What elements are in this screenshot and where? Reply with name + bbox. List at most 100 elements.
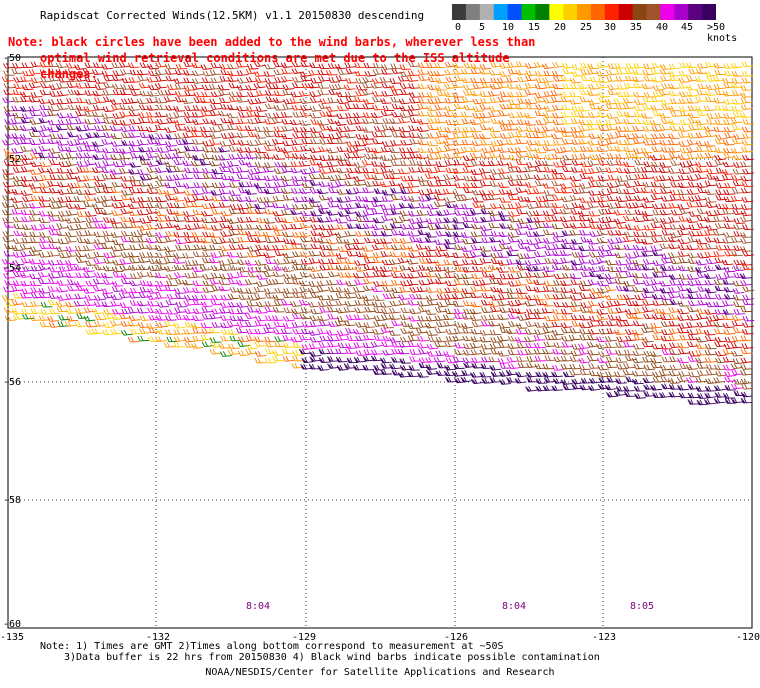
wind-barb [371, 208, 383, 215]
colorbar-tick: 25 [580, 22, 593, 33]
wind-barb [202, 273, 215, 280]
wind-barb [407, 110, 420, 117]
wind-barb [463, 308, 476, 315]
wind-barb [660, 376, 673, 383]
wind-barb [66, 131, 79, 138]
wind-barb [704, 293, 717, 300]
wind-barb [525, 103, 538, 110]
wind-barb [479, 371, 492, 378]
wind-barb [319, 244, 332, 251]
wind-barb [291, 139, 303, 146]
wind-barb [55, 62, 68, 69]
wind-barb [20, 76, 32, 82]
wind-barb [281, 209, 293, 216]
wind-barb [235, 61, 248, 68]
wind-barb [733, 230, 745, 237]
wind-barb [722, 279, 735, 285]
wind-barb [569, 223, 582, 229]
wind-barb [318, 63, 330, 70]
wind-barb [343, 306, 356, 313]
wind-barb [624, 209, 637, 216]
wind-barb [202, 140, 215, 147]
wind-barb [74, 293, 87, 300]
wind-barb [704, 265, 717, 272]
wind-barb [534, 355, 547, 362]
wind-barb [507, 335, 520, 342]
wind-barb [20, 166, 33, 173]
wind-barb [146, 105, 159, 111]
wind-barb [84, 182, 96, 189]
wind-barb [596, 309, 609, 315]
wind-barb [587, 328, 600, 335]
wind-barb [622, 103, 635, 110]
wind-barb [2, 181, 15, 188]
wind-barb [668, 265, 681, 271]
colorbar-tick: 35 [630, 22, 643, 33]
wind-barb [172, 196, 185, 202]
wind-barb [713, 385, 726, 391]
latitude-labels: -50 -52 -54 -56 -58 -60 [3, 53, 21, 630]
wind-barb [489, 215, 502, 222]
wind-barb [551, 153, 564, 160]
wind-barb [48, 272, 60, 279]
wind-barb [533, 313, 546, 320]
wind-barb [408, 266, 421, 273]
wind-barb [435, 336, 448, 343]
wind-barb [245, 76, 258, 83]
wind-barb [524, 89, 537, 96]
wind-barb [435, 245, 448, 252]
wind-barb [380, 131, 393, 138]
wind-barb [272, 271, 285, 278]
wind-barb [597, 175, 610, 181]
wind-barb [723, 113, 736, 119]
wind-barb [551, 70, 564, 77]
wind-barb [128, 217, 141, 223]
wind-barb [424, 245, 437, 252]
wind-barb [606, 153, 619, 160]
wind-barb [659, 64, 672, 70]
wind-barb [110, 232, 123, 238]
wind-barb [733, 301, 745, 307]
wind-barb [695, 161, 707, 168]
wind-barb [102, 217, 115, 223]
wind-barb [352, 152, 365, 159]
wind-barb [460, 376, 473, 383]
wind-barb [480, 299, 493, 306]
wind-barb [299, 154, 312, 160]
wind-barb [247, 236, 260, 243]
wind-barb [264, 162, 276, 168]
wind-barb [362, 216, 375, 223]
wind-barb [200, 322, 213, 329]
wind-barb [1, 76, 14, 82]
wind-barb [489, 329, 502, 336]
wind-barb [570, 279, 583, 285]
wind-barb [425, 295, 438, 301]
wind-barb [327, 313, 340, 320]
wind-barb [578, 83, 590, 89]
wind-barb [668, 202, 681, 209]
colorbar-swatch [493, 4, 509, 20]
wind-barb [478, 167, 491, 174]
wind-barb [254, 133, 266, 139]
wind-barb [92, 104, 105, 111]
wind-barb [281, 133, 293, 140]
wind-barb [488, 111, 500, 118]
wind-barb [507, 300, 520, 307]
wind-barb [130, 222, 143, 229]
wind-barb [399, 286, 411, 293]
wind-barb [119, 265, 132, 271]
wind-barb [112, 113, 125, 119]
wind-barb [730, 62, 743, 69]
wind-barb [479, 77, 492, 84]
wind-barb [263, 153, 276, 159]
wind-barb [677, 308, 690, 315]
wind-barb [579, 96, 592, 103]
wind-barb [289, 239, 302, 245]
wind-barb [263, 71, 276, 77]
wind-barb [462, 90, 475, 96]
wind-barb [559, 250, 572, 256]
wind-barb [100, 209, 113, 216]
wind-barb [470, 77, 483, 84]
wind-barb [687, 252, 700, 259]
wind-barb [577, 251, 590, 258]
